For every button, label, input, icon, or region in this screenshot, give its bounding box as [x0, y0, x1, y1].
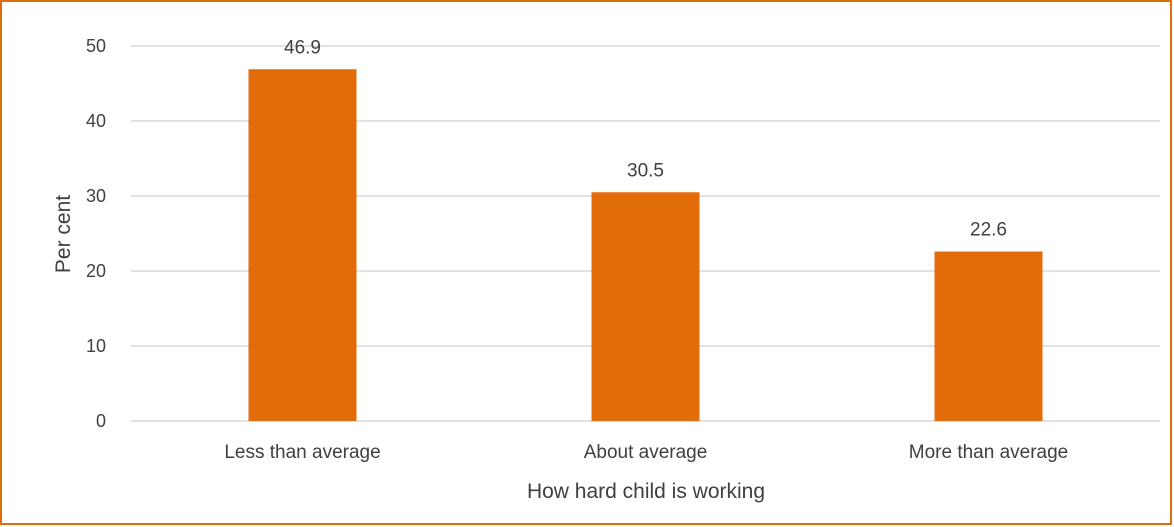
- y-tick-label: 20: [86, 261, 106, 281]
- bars: [248, 69, 1043, 421]
- y-tick-label: 50: [86, 36, 106, 56]
- data-label: 30.5: [627, 160, 664, 181]
- y-tick-label: 40: [86, 111, 106, 131]
- x-tick-label: Less than average: [224, 442, 380, 463]
- y-axis-title: Per cent: [52, 195, 75, 273]
- data-labels: 46.9 30.5 22.6: [284, 37, 1007, 240]
- data-label: 22.6: [970, 220, 1007, 241]
- x-tick-label: About average: [584, 442, 708, 463]
- y-tick-label: 30: [86, 186, 106, 206]
- data-label: 46.9: [284, 37, 321, 58]
- bar: [934, 251, 1043, 421]
- y-tick-label: 10: [86, 336, 106, 356]
- bar: [591, 192, 700, 421]
- y-axis-ticks: 0 10 20 30 40 50: [86, 36, 106, 431]
- bar: [248, 69, 357, 421]
- y-tick-label: 0: [96, 411, 106, 431]
- x-axis-title: How hard child is working: [527, 480, 765, 503]
- x-tick-label: More than average: [909, 442, 1069, 463]
- x-axis-ticks: Less than average About average More than …: [224, 442, 1068, 463]
